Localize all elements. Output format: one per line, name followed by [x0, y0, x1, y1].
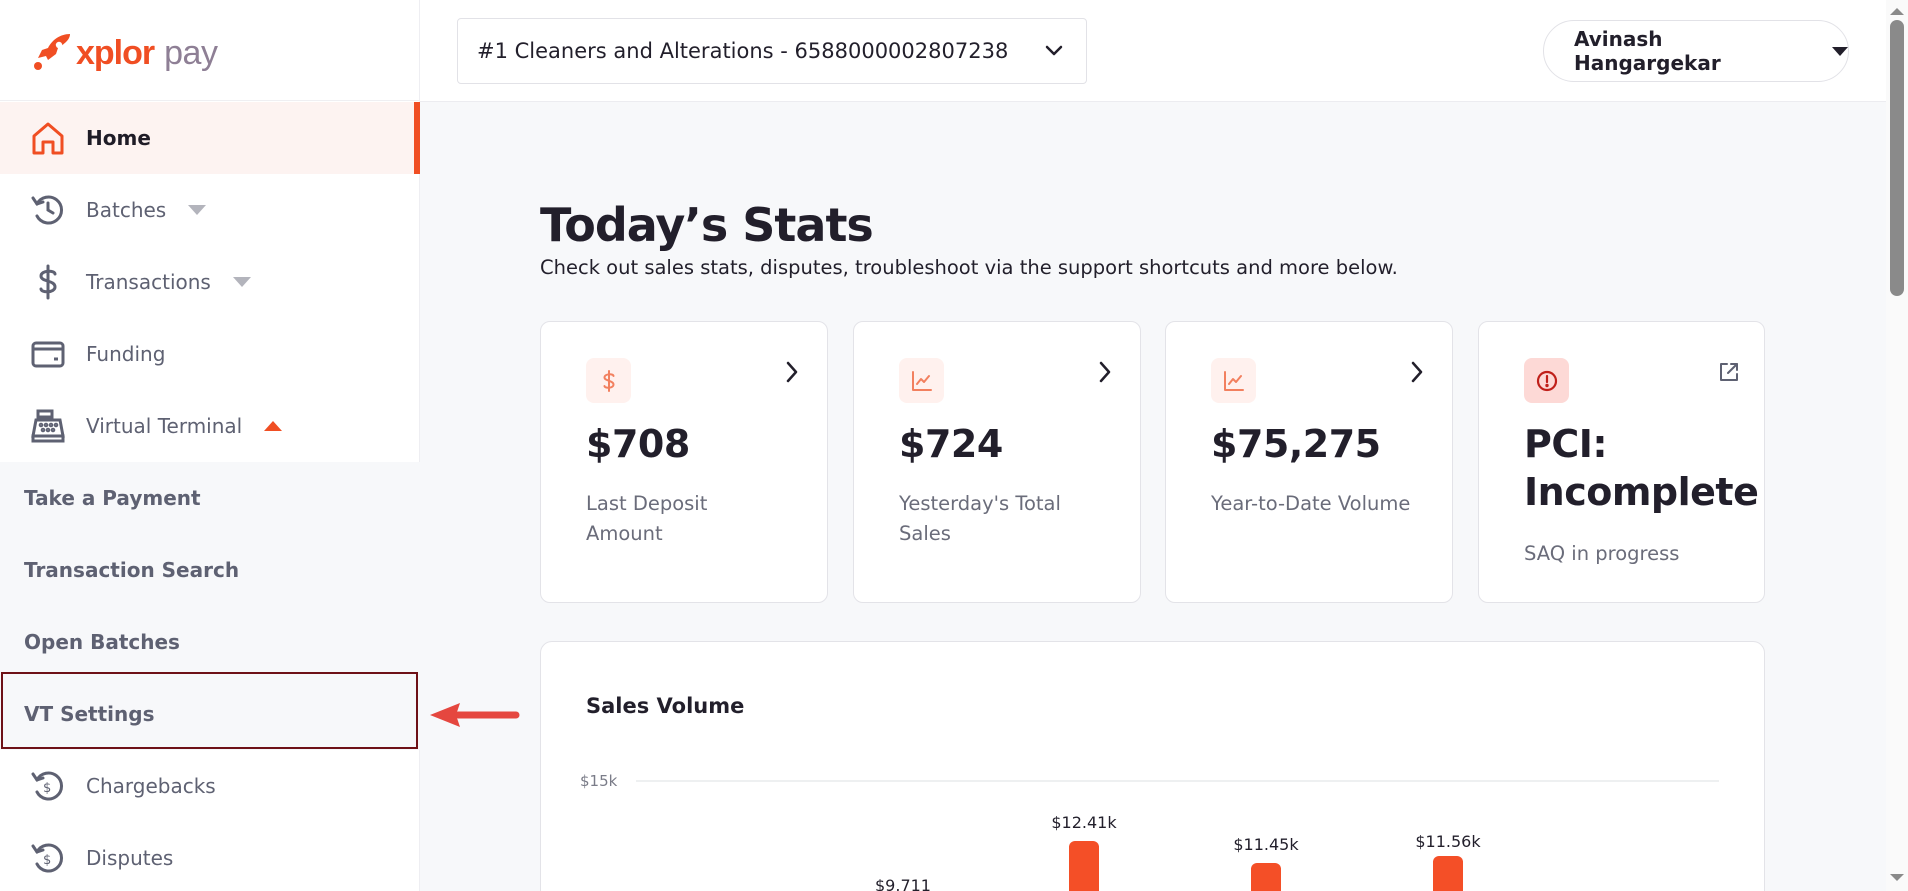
stat-card-ytd-volume[interactable]: $75,275 Year-to-Date Volume [1165, 321, 1453, 603]
sidebar-item-label: Disputes [86, 846, 174, 870]
scrollbar-thumb[interactable] [1890, 20, 1904, 296]
submenu-item-open-batches[interactable]: Open Batches [0, 606, 420, 678]
svg-text:$: $ [43, 781, 51, 796]
sidebar-item-virtual-terminal[interactable]: Virtual Terminal [0, 390, 420, 462]
sidebar-item-label: Funding [86, 342, 166, 366]
submenu-item-transaction-search[interactable]: Transaction Search [0, 534, 420, 606]
bar-value-label: $11.56k [1415, 832, 1481, 851]
scroll-down-arrow-icon[interactable] [1890, 874, 1904, 881]
scroll-up-arrow-icon[interactable] [1890, 8, 1904, 15]
wallet-icon [30, 336, 66, 372]
stat-card-last-deposit[interactable]: $708 Last Deposit Amount [540, 321, 828, 603]
dollar-icon [586, 358, 631, 403]
stat-card-yesterday-sales[interactable]: $724 Yesterday's Total Sales [853, 321, 1141, 603]
chevron-right-icon[interactable] [779, 359, 805, 385]
rocket-logo-icon [34, 34, 70, 70]
stat-value: $75,275 [1211, 422, 1381, 466]
caret-down-icon [188, 205, 207, 215]
merchant-select-value: #1 Cleaners and Alterations - 6588000002… [477, 39, 1009, 63]
sidebar-item-label: Chargebacks [86, 774, 216, 798]
sidebar-item-funding[interactable]: Funding [0, 318, 420, 390]
sidebar-item-label: Home [86, 126, 151, 150]
submenu-item-label: Open Batches [24, 630, 180, 654]
active-indicator [414, 102, 420, 174]
chevron-right-icon[interactable] [1404, 359, 1430, 385]
submenu-item-take-a-payment[interactable]: Take a Payment [0, 462, 420, 534]
bar-value-label: $11.45k [1233, 835, 1299, 854]
top-header: #1 Cleaners and Alterations - 6588000002… [420, 0, 1886, 102]
sidebar-item-label: Batches [86, 198, 167, 222]
alert-circle-icon [1524, 358, 1569, 403]
history-icon [30, 192, 66, 228]
stat-label: Yesterday's Total Sales [899, 492, 1061, 545]
sidebar-item-label: Virtual Terminal [86, 414, 243, 438]
submenu-item-label: Take a Payment [24, 486, 201, 510]
stat-label: Last Deposit Amount [586, 492, 708, 545]
page-scrollbar[interactable] [1886, 0, 1908, 891]
caret-down-icon [1832, 46, 1848, 56]
stat-label: Year-to-Date Volume [1211, 492, 1411, 515]
sidebar: xplor pay Home Batches Transactions Fund… [0, 0, 420, 891]
stat-value: PCI: Incomplete [1524, 422, 1759, 514]
chevron-down-icon [1045, 45, 1063, 56]
sidebar-item-batches[interactable]: Batches [0, 174, 420, 246]
cash-register-icon [30, 408, 66, 444]
sidebar-item-transactions[interactable]: Transactions [0, 246, 420, 318]
submenu-item-label: VT Settings [24, 702, 155, 726]
chart-title: Sales Volume [586, 694, 745, 718]
svg-text:$: $ [43, 853, 51, 868]
page-title: Today’s Stats [540, 198, 874, 252]
submenu-item-label: Transaction Search [24, 558, 240, 582]
refund-icon: $ [30, 768, 66, 804]
gridline [636, 780, 1719, 782]
brand-name-xplor: xplor [76, 33, 155, 72]
chart-bar[interactable] [1433, 856, 1463, 891]
stat-label: SAQ in progress [1524, 542, 1680, 565]
user-name: Avinash Hangargekar [1574, 27, 1721, 75]
bar-value-label: $9.711 [875, 876, 931, 891]
annotation-arrow-icon [430, 703, 520, 727]
chart-line-icon [899, 358, 944, 403]
submenu-item-vt-settings[interactable]: VT Settings [0, 678, 420, 750]
merchant-select[interactable]: #1 Cleaners and Alterations - 6588000002… [457, 18, 1087, 84]
sales-volume-chart-card: Sales Volume $15k $9.711 $12.41k $11.45k… [540, 641, 1765, 891]
chart-bar[interactable] [1069, 841, 1099, 891]
divider [0, 100, 420, 101]
sidebar-item-disputes[interactable]: $ Disputes [0, 822, 420, 891]
caret-down-icon [232, 277, 251, 287]
dollar-icon [30, 264, 66, 300]
chart-bar[interactable] [1251, 863, 1281, 891]
bar-value-label: $12.41k [1051, 813, 1117, 832]
chart-line-icon [1211, 358, 1256, 403]
home-icon [30, 120, 66, 156]
refund-icon: $ [30, 840, 66, 876]
stat-card-pci-status[interactable]: PCI: Incomplete SAQ in progress [1478, 321, 1765, 603]
chevron-right-icon[interactable] [1092, 359, 1118, 385]
caret-up-icon [264, 421, 283, 431]
sidebar-item-home[interactable]: Home [0, 102, 420, 174]
sidebar-item-label: Transactions [86, 270, 211, 294]
user-menu-button[interactable]: Avinash Hangargekar [1543, 20, 1849, 82]
brand-name-pay: pay [164, 33, 218, 72]
stat-value: $708 [586, 422, 690, 466]
page-subtitle: Check out sales stats, disputes, trouble… [540, 256, 1398, 279]
stat-value: $724 [899, 422, 1003, 466]
y-axis-tick: $15k [580, 772, 618, 790]
xplor-pay-logo[interactable]: xplor pay [30, 28, 218, 78]
sidebar-item-chargebacks[interactable]: $ Chargebacks [0, 750, 420, 822]
virtual-terminal-submenu [0, 462, 420, 750]
external-link-icon[interactable] [1716, 359, 1742, 385]
